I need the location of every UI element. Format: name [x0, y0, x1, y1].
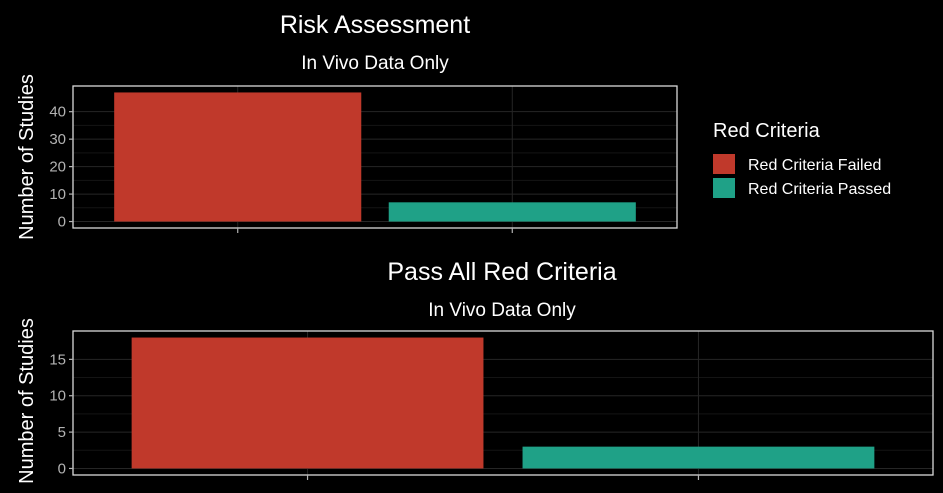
chart1-ytick-label: 40: [49, 104, 66, 121]
chart1-bar-passed: [388, 202, 636, 222]
chart2-panel-border: [72, 330, 934, 476]
chart2-ytick-label: 0: [58, 460, 66, 477]
chart1-ytick-label: 30: [49, 131, 66, 148]
chart1-ytick-label: 10: [49, 186, 66, 203]
chart1-panel-border: [72, 85, 678, 229]
chart1-subtitle: In Vivo Data Only: [301, 53, 449, 74]
chart2-title: Pass All Red Criteria: [387, 258, 616, 286]
chart2-ytick-label: 10: [49, 388, 66, 405]
legend: Red Criteria Red Criteria Failed Red Cri…: [713, 120, 891, 198]
chart2-bar-failed: [131, 337, 484, 469]
chart2-ylabel: Number of Studies: [16, 318, 38, 484]
legend-label-failed: Red Criteria Failed: [748, 157, 881, 174]
chart2-subtitle: In Vivo Data Only: [428, 300, 576, 321]
legend-swatch-passed: [713, 178, 735, 198]
chart2-bar-passed: [522, 446, 875, 469]
chart1-bar-failed: [114, 92, 362, 222]
chart1-ytick-label: 20: [49, 159, 66, 176]
chart1-ylabel: Number of Studies: [16, 74, 38, 240]
legend-swatch-failed: [713, 154, 735, 174]
legend-title: Red Criteria: [713, 120, 821, 142]
legend-label-passed: Red Criteria Passed: [748, 181, 891, 198]
chart2-ytick-label: 15: [49, 351, 66, 368]
chart2-ytick-label: 5: [58, 424, 66, 441]
chart1-title: Risk Assessment: [280, 11, 470, 39]
chart2-plot-area: 0 5 10 15: [49, 330, 934, 480]
chart1-ytick-label: 0: [58, 214, 66, 231]
chart1-plot-area: 0 10 20 30 40: [49, 85, 678, 233]
